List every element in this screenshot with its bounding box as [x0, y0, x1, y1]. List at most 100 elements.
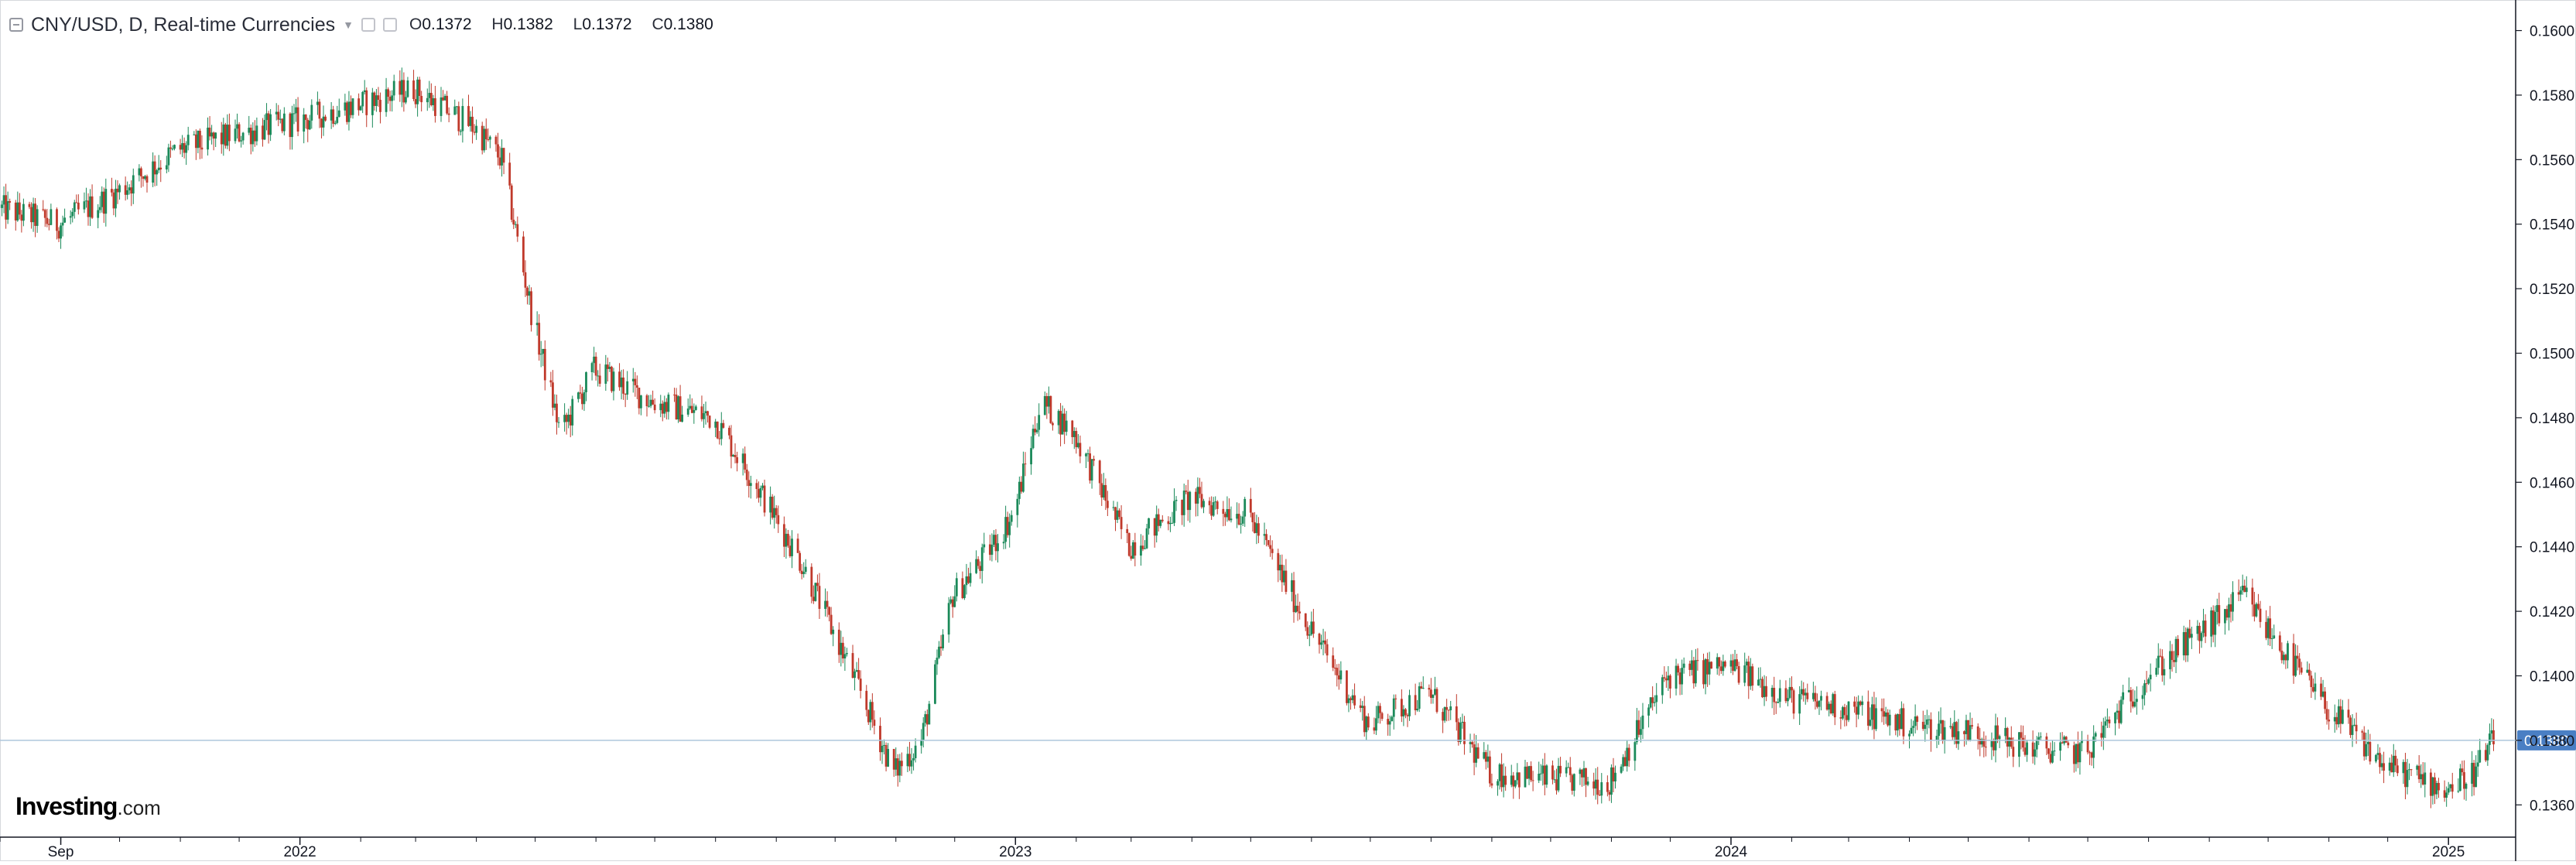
- candle-body: [173, 145, 176, 149]
- candle-body: [1126, 528, 1129, 534]
- candle-body: [1199, 487, 1201, 494]
- candle-body: [1475, 747, 1478, 763]
- candle-body: [1716, 657, 1719, 669]
- chevron-down-icon[interactable]: ▼: [343, 19, 354, 31]
- candle-body: [879, 726, 881, 753]
- candle-body: [828, 607, 831, 615]
- candle-body: [145, 176, 149, 183]
- candle-body: [2051, 750, 2054, 763]
- candle-body: [1161, 519, 1164, 521]
- candle-body: [498, 157, 501, 166]
- candle-body: [169, 147, 172, 149]
- candle-body: [2375, 754, 2377, 762]
- candle-body: [841, 642, 844, 658]
- candle-body: [1736, 659, 1738, 666]
- candle-body: [214, 132, 217, 139]
- candle-body: [32, 203, 35, 223]
- candle-body: [1820, 696, 1822, 701]
- candle-body: [2361, 731, 2364, 733]
- candle-body: [1020, 481, 1023, 492]
- candle-body: [1281, 564, 1284, 583]
- candle-body: [1140, 545, 1142, 556]
- candle-body: [2307, 669, 2311, 676]
- candle-body: [635, 385, 638, 388]
- candle-body: [269, 114, 272, 135]
- candle-body: [693, 409, 696, 413]
- candle-body: [1829, 703, 1832, 713]
- candle-body: [1483, 752, 1486, 759]
- candle-body: [789, 545, 792, 556]
- candle-body: [2349, 717, 2352, 735]
- candle-body: [318, 101, 321, 119]
- candle-body: [399, 80, 402, 95]
- candle-body: [405, 97, 407, 103]
- candle-body: [1873, 704, 1876, 730]
- candle-body: [758, 489, 760, 498]
- candle-body: [2106, 720, 2109, 722]
- candle-body: [1514, 780, 1517, 787]
- candle-body: [1388, 721, 1391, 725]
- candle-body: [1846, 715, 1848, 720]
- x-axis[interactable]: Sep 2022 2023 2024 2025: [0, 837, 2465, 860]
- candle-body: [2049, 754, 2052, 763]
- candle-body: [979, 566, 982, 571]
- candle-body: [457, 106, 460, 132]
- candle-body: [924, 714, 927, 723]
- candle-body: [690, 405, 693, 413]
- candle-body: [1310, 621, 1313, 635]
- candle-body: [1971, 725, 1973, 727]
- candle-body: [1169, 522, 1172, 525]
- candle-body: [1432, 694, 1435, 698]
- candle-body: [771, 496, 774, 518]
- candle-body: [281, 118, 284, 132]
- y-tick-label: 0.1500: [2530, 347, 2574, 363]
- candle-body: [2118, 710, 2120, 723]
- symbol-label[interactable]: CNY/USD, D, Real-time Currencies: [31, 13, 336, 36]
- candle-body: [153, 161, 156, 175]
- candle-body: [1847, 701, 1850, 720]
- candle-body: [2416, 765, 2419, 770]
- candle-body: [359, 106, 362, 111]
- candle-body: [1075, 431, 1078, 447]
- candle-body: [2017, 732, 2020, 757]
- candle-body: [1749, 666, 1752, 686]
- candle-body: [1610, 767, 1613, 795]
- candle-body: [1690, 660, 1693, 670]
- candle-body: [1702, 660, 1705, 685]
- candle-body: [1010, 515, 1013, 522]
- candle-body: [5, 195, 8, 220]
- candle-body: [1884, 712, 1887, 717]
- candle-body: [1600, 782, 1603, 796]
- y-axis[interactable]: 0.1360 0.1380 0.1400 0.1420 0.1440 0.1460 0.14…: [2516, 24, 2574, 815]
- candle-body: [2104, 721, 2107, 726]
- candle-body: [892, 749, 895, 770]
- candle-body: [922, 723, 925, 740]
- candle-body: [2045, 736, 2048, 749]
- candle-body: [115, 188, 117, 209]
- candle-body: [1418, 686, 1421, 709]
- candle-body: [443, 95, 446, 101]
- candle-body: [1157, 514, 1160, 526]
- candle-body: [2328, 720, 2331, 722]
- candle-body: [1982, 739, 1986, 747]
- candle-body: [638, 388, 641, 409]
- hide-icon[interactable]: [383, 18, 397, 32]
- collapse-icon[interactable]: [9, 18, 23, 32]
- candle-body: [1120, 517, 1123, 529]
- candle-body: [1249, 498, 1252, 513]
- candle-body: [612, 371, 615, 391]
- candle-body: [1606, 782, 1609, 792]
- candle-body: [1751, 666, 1754, 686]
- candle-body: [1704, 658, 1707, 685]
- candle-body: [626, 381, 629, 395]
- candle-body: [1471, 742, 1473, 745]
- candle-body: [1957, 731, 1960, 744]
- candle-body: [597, 375, 600, 377]
- candle-body: [2100, 733, 2103, 738]
- candle-body: [98, 207, 101, 210]
- settings-icon[interactable]: [361, 18, 375, 32]
- candle-body: [1049, 395, 1052, 423]
- candle-body: [316, 101, 319, 105]
